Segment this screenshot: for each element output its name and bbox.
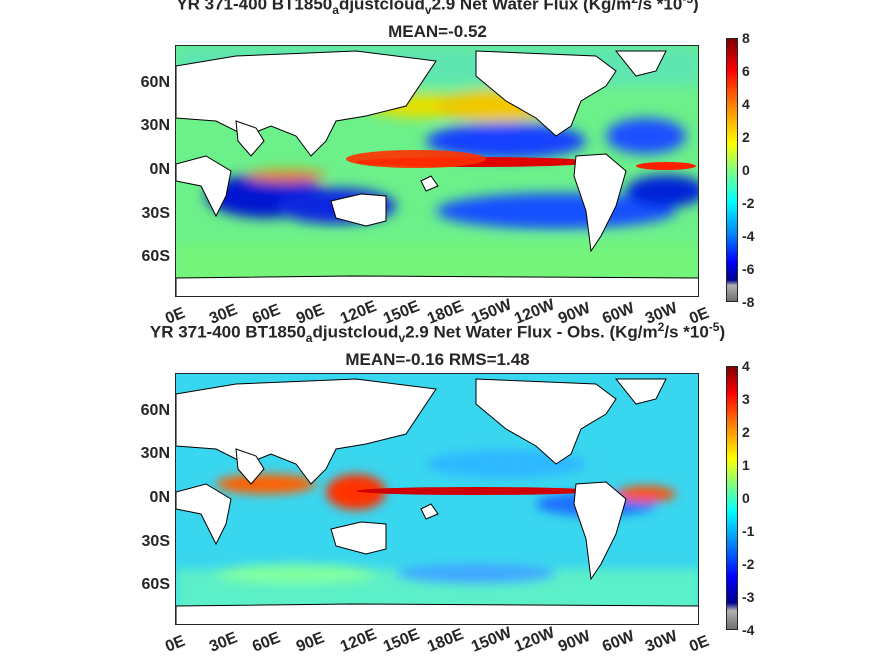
- bottom-lat-label: 60S: [141, 576, 170, 593]
- top-colorbar-tick: 0: [742, 162, 750, 178]
- top-land: [176, 50, 698, 296]
- bottom-lat-label: 60N: [140, 402, 170, 419]
- top-colorbar-tick: -2: [742, 195, 755, 211]
- bottom-lon-label: 120E: [337, 625, 379, 656]
- bottom-colorbar-tick: -4: [742, 622, 755, 638]
- bottom-lon-label: 30W: [643, 627, 681, 656]
- top-colorbar: [726, 38, 738, 302]
- bottom-lon-label: 0E: [163, 632, 188, 656]
- bottom-map-field: [176, 374, 698, 624]
- bottom-lon-label: 150W: [468, 624, 514, 656]
- bottom-colorbar: [726, 366, 738, 630]
- bottom-lon-label: 0E: [687, 632, 712, 656]
- top-lat-label: 30S: [141, 205, 170, 222]
- top-colorbar-tick: 2: [742, 129, 750, 145]
- bottom-lon-label: 60W: [599, 627, 637, 656]
- top-lat-label: 0N: [149, 161, 170, 178]
- top-map-field: [176, 46, 698, 296]
- bottom-mean-label: MEAN=-0.16 RMS=1.48: [345, 350, 530, 369]
- top-title: YR 371-400 BT1850adjustcloudv2.9 Net Wat…: [176, 0, 699, 18]
- bottom-colorbar-tick: 0: [742, 490, 750, 506]
- bottom-land: [176, 378, 698, 624]
- bottom-lon-label: 60E: [250, 629, 284, 656]
- top-colorbar-tick: -8: [742, 294, 755, 310]
- top-colorbar-tick: 8: [742, 30, 750, 46]
- top-panel: YR 371-400 BT1850adjustcloudv2.9 Net Wat…: [0, 0, 875, 328]
- bottom-title: YR 371-400 BT1850adjustcloudv2.9 Net Wat…: [149, 320, 726, 346]
- bottom-panel: YR 371-400 BT1850adjustcloudv2.9 Net Wat…: [0, 320, 875, 656]
- bottom-lat-label: 0N: [149, 489, 170, 506]
- top-mean-label: MEAN=-0.52: [388, 22, 487, 41]
- top-lat-label: 60N: [140, 74, 170, 91]
- bottom-map: [175, 373, 699, 625]
- top-colorbar-tick: -6: [742, 261, 755, 277]
- bottom-colorbar-tick: 3: [742, 391, 750, 407]
- bottom-colorbar-tick: 1: [742, 457, 750, 473]
- bottom-lon-label: 30E: [206, 629, 240, 656]
- top-map: [175, 45, 699, 297]
- bottom-lat-label: 30N: [140, 445, 170, 462]
- top-colorbar-tick: -4: [742, 228, 755, 244]
- bottom-colorbar-tick: -3: [742, 589, 755, 605]
- bottom-colorbar-tick: -2: [742, 556, 755, 572]
- bottom-lon-label: 90W: [556, 627, 593, 656]
- bottom-colorbar-tick: 4: [742, 358, 750, 374]
- bottom-lon-label: 180E: [425, 625, 467, 656]
- bottom-lat-label: 30S: [141, 533, 170, 550]
- bottom-colorbar-tick: -1: [742, 523, 755, 539]
- bottom-lon-label: 90E: [294, 629, 327, 656]
- top-lat-label: 60S: [141, 248, 170, 265]
- top-colorbar-tick: 4: [742, 96, 750, 112]
- bottom-lon-label: 120W: [512, 624, 558, 656]
- bottom-lon-label: 150E: [381, 625, 423, 656]
- bottom-itcz-band: [356, 487, 596, 495]
- top-lat-label: 30N: [140, 117, 170, 134]
- bottom-colorbar-tick: 2: [742, 424, 750, 440]
- top-colorbar-tick: 6: [742, 63, 750, 79]
